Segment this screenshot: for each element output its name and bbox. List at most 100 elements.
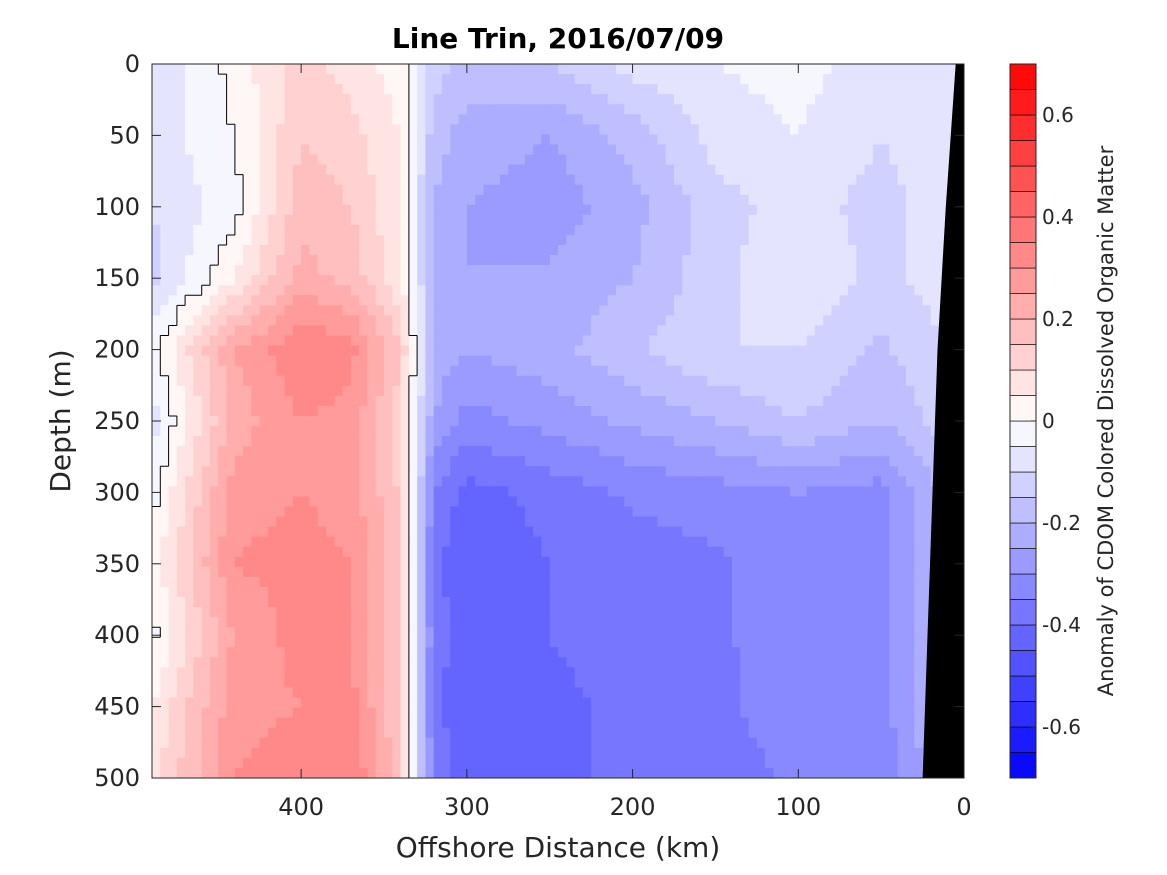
heatmap-cell [549, 526, 559, 538]
heatmap-cell [872, 84, 882, 95]
heatmap-cell [301, 486, 311, 498]
heatmap-cell [872, 375, 882, 387]
heatmap-cell [566, 134, 576, 146]
heatmap-cell [226, 436, 236, 447]
heatmap-cell [400, 144, 410, 156]
heatmap-cell [674, 285, 683, 296]
heatmap-cell [160, 305, 170, 317]
heatmap-cell [740, 536, 750, 548]
heatmap-cell [897, 496, 907, 508]
heatmap-cell [599, 265, 609, 276]
heatmap-cell [168, 74, 178, 85]
heatmap-cell [359, 104, 369, 115]
heatmap-cell [425, 124, 435, 135]
heatmap-cell [541, 144, 551, 156]
heatmap-cell [599, 405, 609, 417]
heatmap-cell [524, 466, 534, 477]
heatmap-cell [384, 395, 393, 407]
heatmap-cell [864, 375, 874, 387]
heatmap-cell [665, 275, 675, 286]
heatmap-cell [906, 566, 915, 578]
heatmap-cell [524, 345, 534, 357]
heatmap-cell [765, 285, 775, 296]
heatmap-cell [848, 426, 857, 437]
heatmap-cell [732, 496, 741, 508]
heatmap-cell [599, 234, 609, 246]
heatmap-cell [359, 94, 369, 105]
heatmap-cell [723, 255, 733, 266]
heatmap-cell [690, 516, 700, 528]
heatmap-cell [342, 104, 352, 115]
heatmap-cell [682, 325, 692, 337]
heatmap-cell [425, 275, 435, 286]
heatmap-cell [442, 275, 451, 286]
heatmap-cell [400, 245, 410, 256]
heatmap-cell [226, 194, 236, 206]
heatmap-cell [814, 265, 824, 276]
heatmap-cell [160, 405, 170, 417]
heatmap-cell [740, 476, 750, 487]
heatmap-cell [624, 395, 634, 407]
heatmap-cell [897, 234, 907, 246]
heatmap-cell [599, 355, 609, 367]
heatmap-cell [574, 214, 584, 226]
heatmap-cell [408, 516, 418, 528]
heatmap-cell [806, 486, 816, 498]
heatmap-cell [591, 375, 601, 387]
heatmap-cell [301, 315, 311, 327]
heatmap-cell [500, 255, 509, 266]
heatmap-cell [259, 476, 269, 487]
heatmap-cell [790, 134, 799, 146]
heatmap-cell [831, 94, 841, 105]
heatmap-cell [790, 234, 799, 246]
heatmap-cell [930, 305, 940, 317]
heatmap-cell [210, 496, 219, 508]
heatmap-cell [350, 496, 360, 508]
heatmap-cell [284, 345, 294, 357]
heatmap-cell [566, 234, 576, 246]
heatmap-cell [897, 64, 907, 75]
heatmap-cell [657, 536, 667, 548]
heatmap-cell [897, 275, 907, 286]
heatmap-cell [624, 184, 634, 196]
heatmap-cell [317, 405, 327, 417]
heatmap-cell [872, 526, 882, 538]
heatmap-cell [234, 436, 244, 447]
heatmap-cell [607, 84, 617, 95]
heatmap-cell [243, 415, 253, 427]
heatmap-cell [392, 405, 402, 417]
heatmap-cell [856, 315, 866, 327]
heatmap-cell [765, 265, 775, 276]
heatmap-cell [408, 184, 418, 196]
heatmap-cell [176, 325, 186, 337]
heatmap-cell [574, 194, 584, 206]
heatmap-cell [500, 456, 509, 467]
heatmap-cell [392, 466, 402, 477]
heatmap-cell [814, 204, 824, 216]
heatmap-cell [790, 506, 799, 518]
heatmap-cell [665, 365, 675, 377]
heatmap-cell [790, 556, 799, 568]
heatmap-cell [649, 265, 659, 276]
heatmap-cell [856, 486, 866, 498]
heatmap-cell [284, 516, 294, 528]
heatmap-cell [218, 144, 228, 156]
heatmap-cell [491, 74, 501, 85]
heatmap-cell [781, 405, 791, 417]
heatmap-cell [425, 516, 435, 528]
heatmap-cell [549, 456, 559, 467]
heatmap-cell [524, 436, 534, 447]
heatmap-cell [533, 506, 543, 518]
heatmap-cell [674, 134, 683, 146]
heatmap-cell [425, 315, 435, 327]
heatmap-cell [906, 526, 915, 538]
heatmap-cell [566, 144, 576, 156]
heatmap-cell [748, 84, 758, 95]
heatmap-cell [400, 305, 410, 317]
heatmap-cell [483, 446, 493, 457]
heatmap-cell [740, 436, 750, 447]
heatmap-cell [698, 456, 708, 467]
heatmap-cell [906, 536, 915, 548]
heatmap-cell [906, 415, 915, 427]
heatmap-cell [732, 305, 741, 317]
